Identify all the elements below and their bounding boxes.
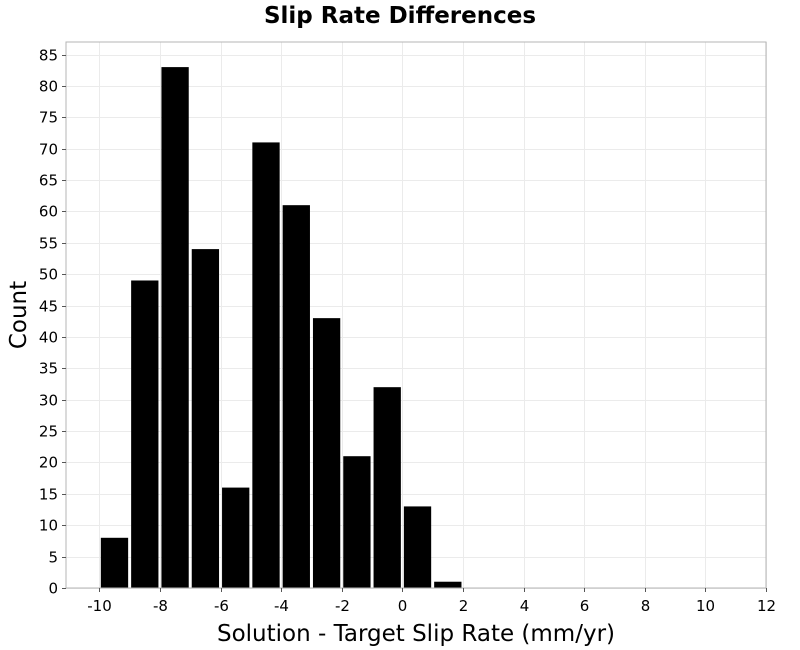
- histogram-bar: [434, 581, 462, 588]
- y-axis-label: Count: [6, 281, 32, 349]
- y-tick-label: 20: [39, 454, 58, 472]
- y-tick-label: 0: [48, 580, 58, 598]
- y-tick-label: 45: [39, 298, 58, 316]
- histogram-bar: [282, 205, 310, 588]
- y-tick-label: 25: [39, 423, 58, 441]
- x-tick-label: 8: [641, 597, 651, 615]
- histogram-bar: [222, 487, 250, 588]
- y-tick-label: 75: [39, 109, 58, 127]
- y-tick-label: 70: [39, 141, 58, 159]
- y-tick-label: 80: [39, 78, 58, 96]
- histogram-bar: [161, 67, 189, 588]
- x-tick-label: 12: [757, 597, 776, 615]
- y-tick-label: 10: [39, 517, 58, 535]
- x-tick-label: -6: [214, 597, 229, 615]
- x-tick-label: 2: [459, 597, 469, 615]
- histogram-bar: [131, 280, 159, 588]
- y-tick-label: 65: [39, 172, 58, 190]
- y-tick-label: 55: [39, 235, 58, 253]
- histogram-bar: [343, 456, 371, 588]
- histogram-bar: [252, 142, 280, 588]
- y-tick-label: 5: [48, 549, 58, 567]
- histogram-bar: [403, 506, 432, 588]
- x-tick-label: -2: [335, 597, 350, 615]
- y-tick-label: 85: [39, 47, 58, 65]
- histogram-bar: [373, 387, 401, 588]
- histogram-bar: [100, 537, 129, 588]
- chart-title: Slip Rate Differences: [264, 3, 536, 29]
- histogram-bar: [191, 249, 220, 588]
- x-tick-label: 0: [398, 597, 408, 615]
- x-tick-label: -8: [153, 597, 168, 615]
- y-tick-label: 60: [39, 203, 58, 221]
- histogram-bar: [312, 318, 341, 588]
- y-tick-label: 50: [39, 266, 58, 284]
- bars: [100, 67, 462, 588]
- x-tick-label: 4: [520, 597, 530, 615]
- x-axis-label: Solution - Target Slip Rate (mm/yr): [217, 621, 615, 647]
- x-tick-label: 6: [580, 597, 590, 615]
- x-axis: -10 -8 -6 -4 -2 0 2 4 6 8 10 12: [87, 588, 776, 615]
- y-tick-label: 35: [39, 360, 58, 378]
- y-tick-label: 40: [39, 329, 58, 347]
- plot-frame: [65, 41, 767, 589]
- y-axis: 0 5 10 15 20 25 30 35 40 45 50 55 60 65 70 75 80 85: [39, 47, 66, 598]
- x-tick-label: -4: [274, 597, 289, 615]
- y-tick-label: 15: [39, 486, 58, 504]
- x-tick-label: 10: [696, 597, 715, 615]
- y-tick-label: 30: [39, 392, 58, 410]
- x-tick-label: -10: [87, 597, 112, 615]
